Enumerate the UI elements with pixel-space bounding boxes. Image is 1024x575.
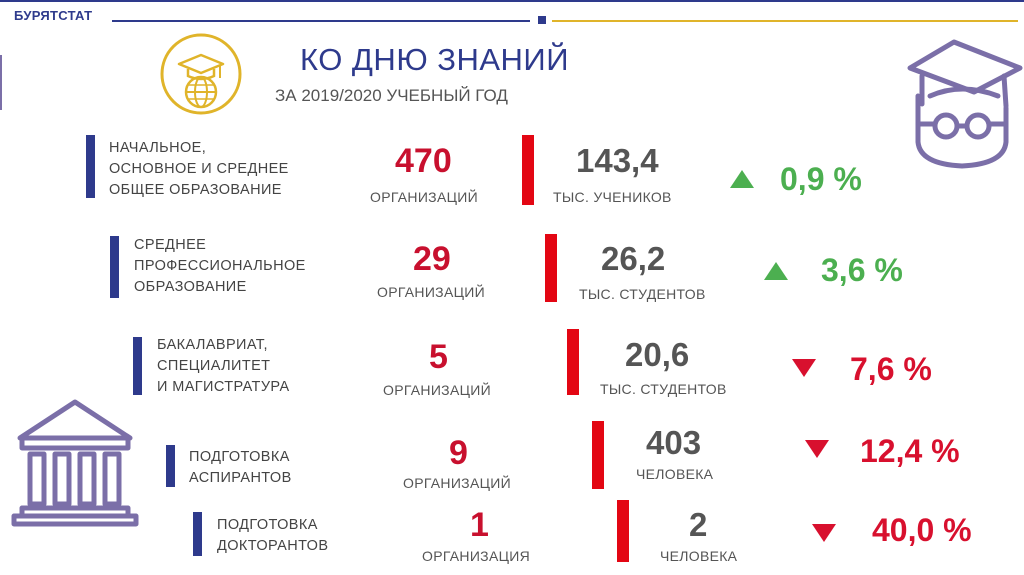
category-label: ПОДГОТОВКА АСПИРАНТОВ [189, 447, 292, 489]
category-line: ПОДГОТОВКА [189, 449, 290, 465]
category-line: ПОДГОТОВКА [217, 517, 318, 533]
change-percent: 7,6 % [850, 351, 932, 387]
metric-marker [522, 135, 534, 205]
organizations-count: 29 [413, 240, 451, 278]
metric-unit: ЧЕЛОВЕКА [636, 466, 714, 482]
category-line: АСПИРАНТОВ [189, 470, 292, 486]
metric-unit: ЧЕЛОВЕКА [660, 548, 738, 564]
category-marker [110, 236, 119, 298]
metric-unit: ТЫС. СТУДЕНТОВ [579, 286, 706, 302]
category-line: СПЕЦИАЛИТЕТ [157, 358, 271, 374]
metric-value: 2 [689, 506, 708, 543]
category-line: ОСНОВНОЕ И СРЕДНЕЕ [109, 161, 289, 177]
change-percent: 12,4 % [860, 433, 960, 469]
header-rule-left [112, 20, 530, 22]
organizations-unit: ОРГАНИЗАЦИЙ [377, 284, 485, 300]
category-marker [166, 445, 175, 487]
category-line: СРЕДНЕЕ [134, 237, 207, 253]
university-building-icon [11, 399, 139, 527]
brand-label: БУРЯТСТАТ [14, 8, 93, 23]
metric-value: 20,6 [625, 336, 690, 373]
category-marker [133, 337, 142, 395]
category-line: ПРОФЕССИОНАЛЬНОЕ [134, 258, 306, 274]
header-square [538, 16, 546, 24]
increase-arrow-icon [764, 262, 788, 280]
change-percent: 0,9 % [780, 161, 862, 197]
metric-value: 26,2 [601, 240, 666, 277]
organizations-unit: ОРГАНИЗАЦИЙ [383, 382, 491, 398]
metric-unit: ТЫС. СТУДЕНТОВ [600, 381, 727, 397]
category-label: СРЕДНЕЕ ПРОФЕССИОНАЛЬНОЕ ОБРАЗОВАНИЕ [134, 235, 306, 298]
decrease-arrow-icon [812, 524, 836, 542]
organizations-count: 5 [429, 338, 448, 376]
change-percent: 3,6 % [821, 252, 903, 288]
metric-marker [545, 234, 557, 302]
top-border [0, 0, 1024, 2]
increase-arrow-icon [730, 170, 754, 188]
category-marker [86, 135, 95, 198]
category-line: БАКАЛАВРИАТ, [157, 337, 268, 353]
metric-value: 403 [646, 424, 702, 461]
organizations-count: 9 [449, 434, 468, 472]
header-rule-right [552, 20, 1018, 22]
category-line: И МАГИСТРАТУРА [157, 379, 290, 395]
organizations-unit: ОРГАНИЗАЦИЙ [370, 189, 478, 205]
left-edge-accent [0, 55, 2, 110]
category-label: ПОДГОТОВКА ДОКТОРАНТОВ [217, 515, 328, 557]
category-label: БАКАЛАВРИАТ, СПЕЦИАЛИТЕТ И МАГИСТРАТУРА [157, 335, 290, 398]
organizations-count: 1 [470, 506, 489, 544]
category-line: ОБЩЕЕ ОБРАЗОВАНИЕ [109, 182, 282, 198]
metric-marker [592, 421, 604, 489]
metric-marker [617, 500, 629, 562]
metric-unit: ТЫС. УЧЕНИКОВ [553, 189, 672, 205]
category-line: НАЧАЛЬНОЕ, [109, 140, 207, 156]
graduate-student-icon [907, 39, 1023, 169]
organizations-count: 470 [395, 142, 452, 180]
decrease-arrow-icon [792, 359, 816, 377]
change-percent: 40,0 % [872, 512, 972, 548]
category-line: ОБРАЗОВАНИЕ [134, 279, 247, 295]
category-label: НАЧАЛЬНОЕ, ОСНОВНОЕ И СРЕДНЕЕ ОБЩЕЕ ОБРА… [109, 138, 289, 201]
organizations-unit: ОРГАНИЗАЦИЯ [422, 548, 531, 564]
page-title: КО ДНЮ ЗНАНИЙ [300, 42, 569, 77]
metric-marker [567, 329, 579, 395]
category-marker [193, 512, 202, 556]
graduation-globe-icon [160, 33, 242, 115]
page-subtitle: ЗА 2019/2020 УЧЕБНЫЙ ГОД [275, 86, 508, 105]
metric-value: 143,4 [576, 142, 659, 179]
organizations-unit: ОРГАНИЗАЦИЙ [403, 475, 511, 491]
decrease-arrow-icon [805, 440, 829, 458]
category-line: ДОКТОРАНТОВ [217, 538, 329, 554]
